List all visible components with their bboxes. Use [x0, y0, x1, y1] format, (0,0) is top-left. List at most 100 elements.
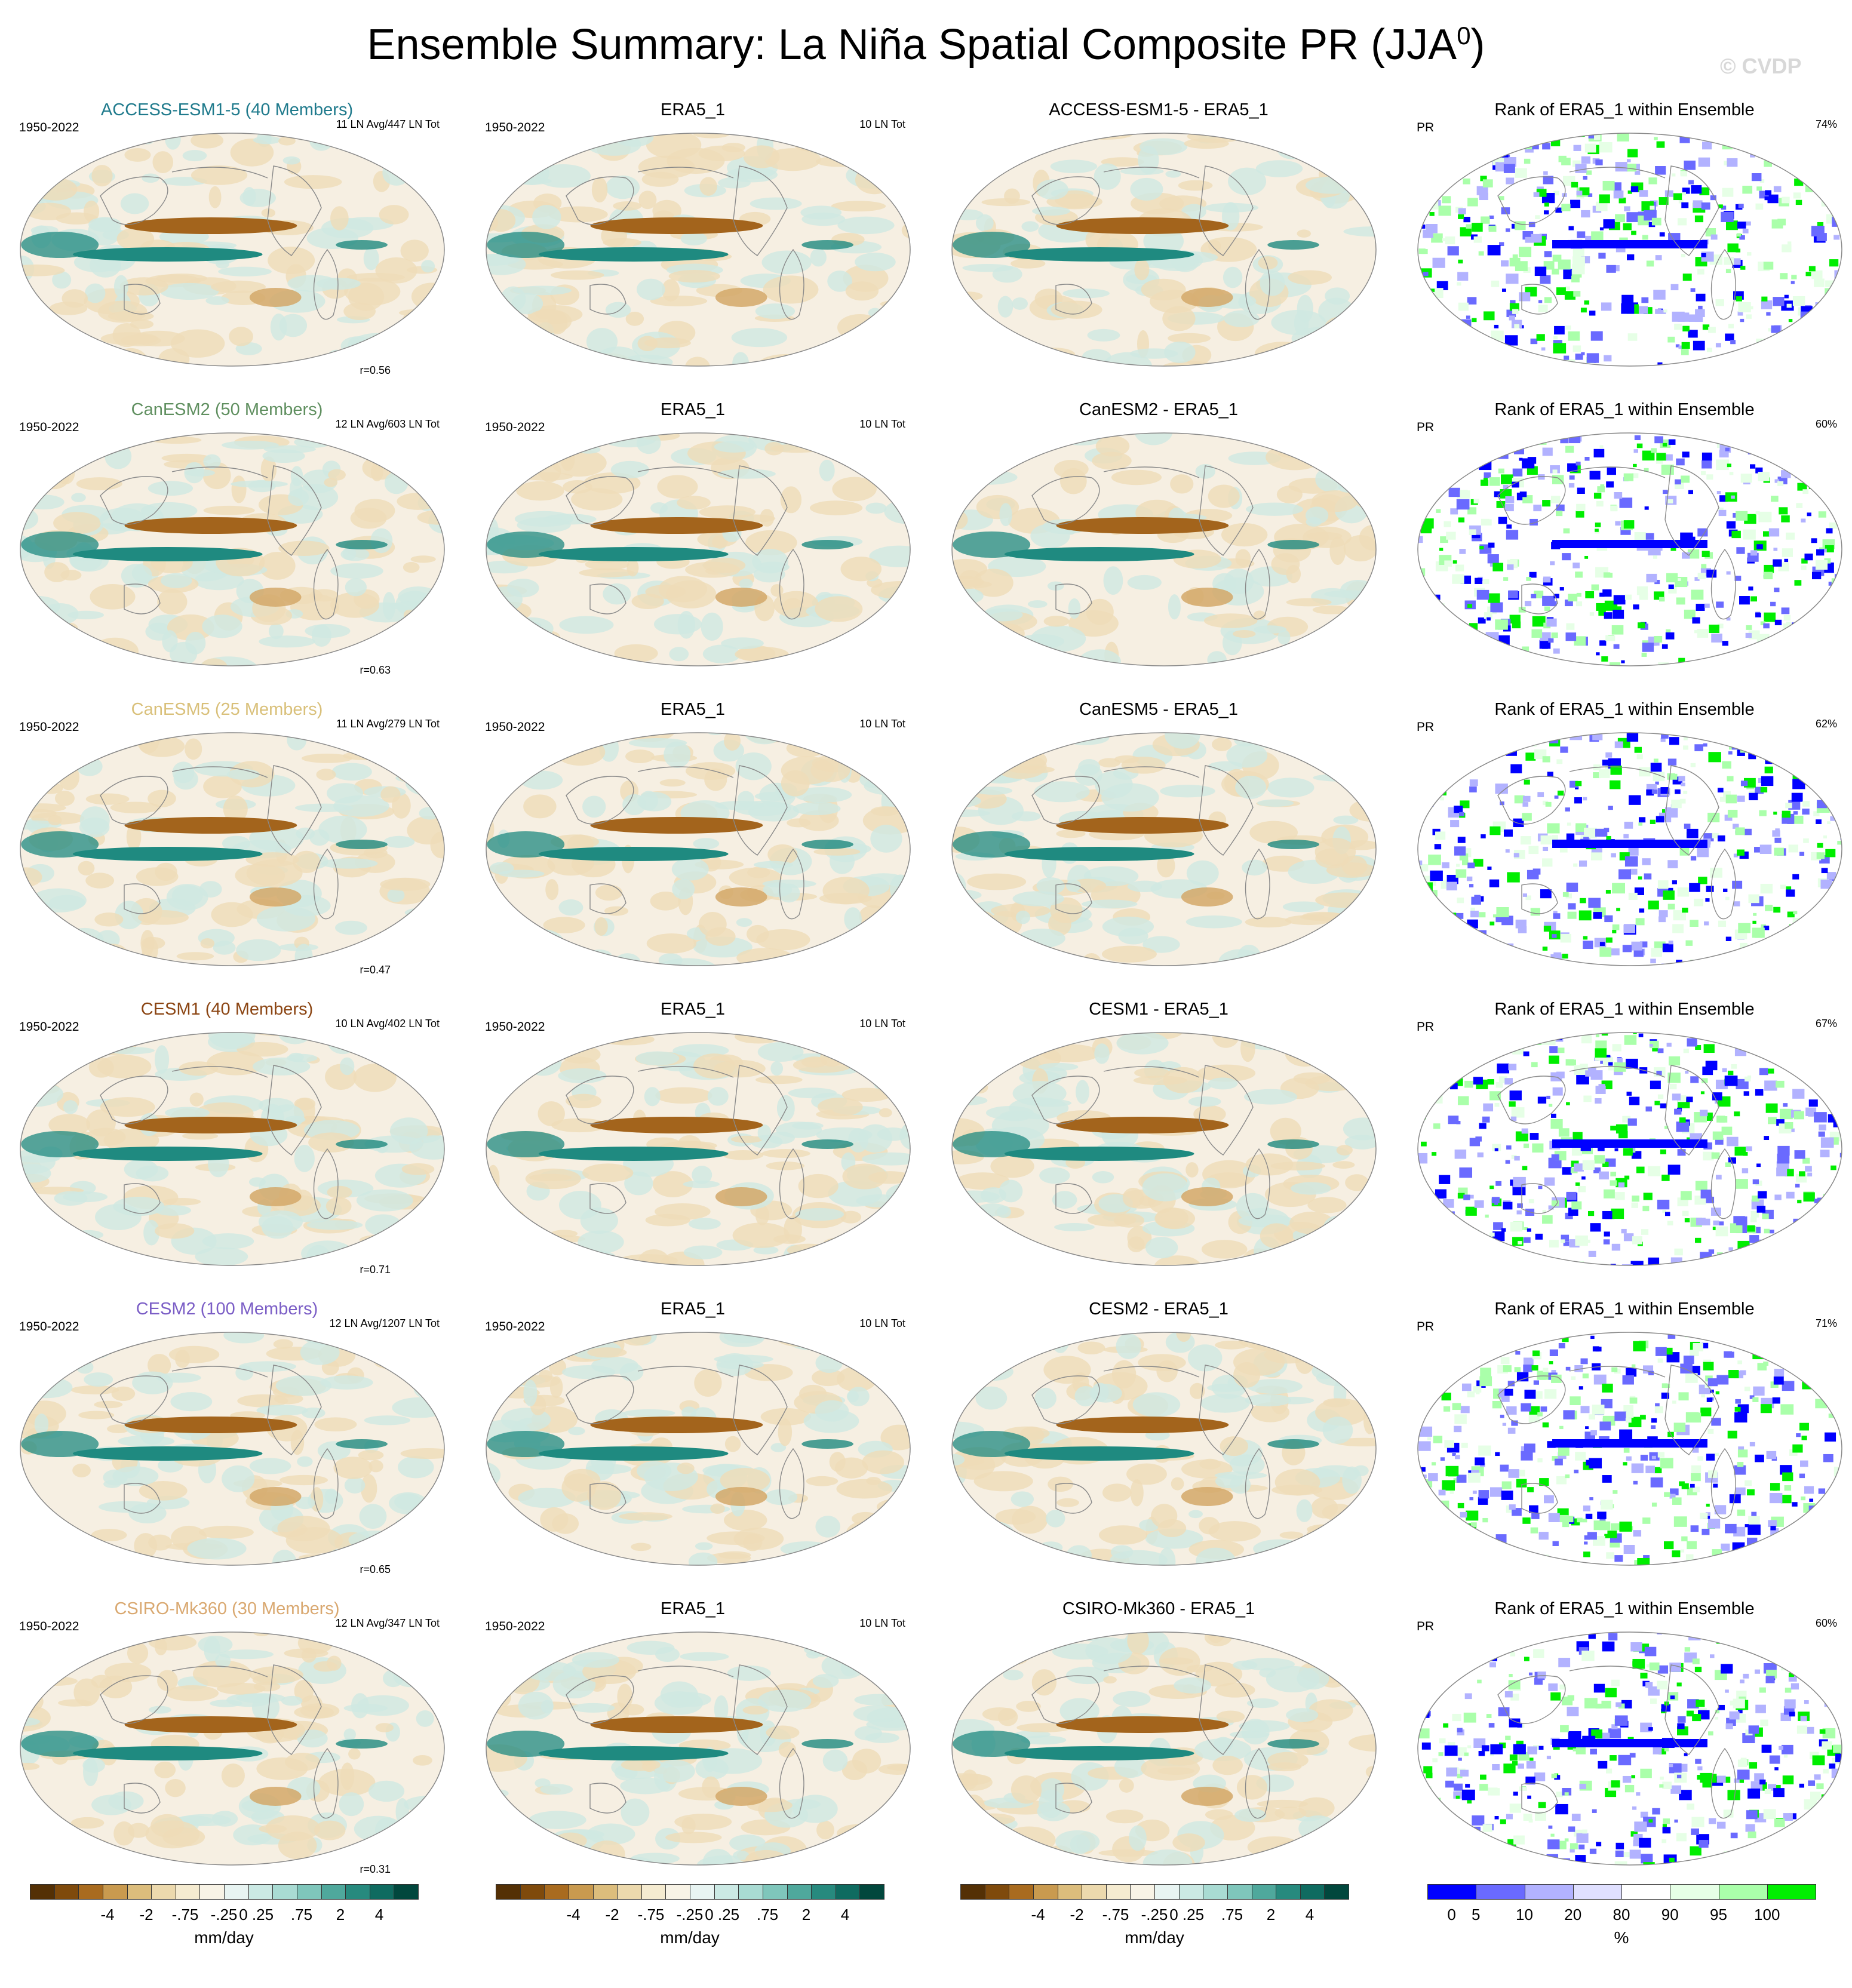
panel-right-label: 11 LN Avg/279 LN Tot	[336, 718, 440, 730]
map-container	[17, 1629, 448, 1868]
panel-diff: CanESM5 - ERA5_1	[938, 700, 1380, 998]
colorbar-tick-label: .75	[1221, 1906, 1243, 1924]
map-container	[948, 1629, 1380, 1868]
panel-model: CanESM5 (25 Members) 1950-2022 11 LN Avg/2…	[6, 700, 448, 998]
panel-title: CanESM2 (50 Members)	[131, 400, 323, 419]
colorbar-tick-label: .25	[1182, 1906, 1205, 1924]
map-container	[1414, 730, 1845, 969]
colorbar-diff: -4 -2 -.75 -.25 0.25 .75 2 4 mm/day	[960, 1884, 1378, 1956]
colorbar-swatch	[1324, 1884, 1349, 1900]
panel-left-label: 1950-2022	[19, 1620, 79, 1633]
colorbar-swatch	[296, 1884, 322, 1900]
map-container	[483, 1030, 914, 1268]
map-obs	[486, 1032, 911, 1266]
colorbar-tick-label: -4	[100, 1906, 115, 1924]
pattern-correlation: r=0.65	[360, 1563, 391, 1575]
map-rank	[1417, 432, 1842, 666]
colorbar-swatch	[1009, 1884, 1034, 1900]
panel-right-label: 12 LN Avg/603 LN Tot	[335, 418, 440, 430]
colorbar-tick-label: .75	[290, 1906, 313, 1924]
colorbar-tick-label: 0	[1169, 1906, 1178, 1924]
panel-rank: Rank of ERA5_1 within Ensemble PR 60%	[1403, 400, 1845, 699]
colorbar-swatch	[1718, 1884, 1768, 1900]
panel-diff: ACCESS-ESM1-5 - ERA5_1	[938, 100, 1380, 399]
colorbar-tick-label: .25	[251, 1906, 274, 1924]
colorbar-tick-label: -.25	[210, 1906, 238, 1924]
colorbar-swatch	[859, 1884, 884, 1900]
panel-right-label: 60%	[1815, 1617, 1837, 1629]
colorbar-swatch	[544, 1884, 569, 1900]
colorbar-tick-label: -2	[1070, 1906, 1084, 1924]
panel-title: Rank of ERA5_1 within Ensemble	[1494, 1000, 1755, 1019]
colorbar-swatch	[738, 1884, 763, 1900]
colorbar-swatch	[1082, 1884, 1107, 1900]
colorbar-tick-label: .75	[756, 1906, 779, 1924]
panel-title: ERA5_1	[660, 1000, 725, 1019]
panel-left-label: 1950-2022	[19, 121, 79, 134]
map-container	[1414, 1030, 1845, 1268]
colorbar-swatch	[321, 1884, 346, 1900]
map-container	[17, 430, 448, 669]
colorbar-tick-label: -2	[605, 1906, 619, 1924]
map-model	[20, 432, 445, 666]
map-diff	[951, 432, 1377, 666]
map-diff	[951, 1032, 1377, 1266]
panel-rank: Rank of ERA5_1 within Ensemble PR 62%	[1403, 700, 1845, 998]
colorbar-swatch	[592, 1884, 618, 1900]
panel-title: CSIRO-Mk360 (30 Members)	[114, 1599, 340, 1618]
colorbar-tick-label: 4	[1305, 1906, 1314, 1924]
map-diff	[951, 732, 1377, 966]
panel-right-label: 10 LN Tot	[859, 1018, 905, 1030]
colorbar-swatch	[1057, 1884, 1083, 1900]
map-container	[17, 1030, 448, 1268]
map-container	[948, 1329, 1380, 1568]
map-model	[20, 1032, 445, 1266]
colorbar-swatch	[1276, 1884, 1301, 1900]
map-rank	[1417, 133, 1842, 367]
panel-obs: ERA5_1 1950-2022 10 LN Tot	[472, 700, 914, 998]
panel-left-label: 1950-2022	[485, 1320, 545, 1333]
panel-title: CSIRO-Mk360 - ERA5_1	[1062, 1599, 1255, 1618]
map-container	[948, 130, 1380, 369]
panel-model: CSIRO-Mk360 (30 Members) 1950-2022 12 LN A…	[6, 1599, 448, 1898]
colorbar-swatch	[1476, 1884, 1525, 1900]
colorbar-tick-label: -4	[1031, 1906, 1045, 1924]
map-container	[1414, 130, 1845, 369]
colorbar-swatch	[984, 1884, 1010, 1900]
colorbar-swatch	[151, 1884, 176, 1900]
map-diff	[951, 1631, 1377, 1866]
panel-right-label: 12 LN Avg/347 LN Tot	[335, 1617, 440, 1629]
panel-title: Rank of ERA5_1 within Ensemble	[1494, 100, 1755, 119]
cvdp-watermark: © CVDP	[1720, 54, 1802, 78]
colorbar-tick-label: .25	[717, 1906, 740, 1924]
panel-right-label: 12 LN Avg/1207 LN Tot	[329, 1317, 440, 1329]
map-obs	[486, 1631, 911, 1866]
panel-title: Rank of ERA5_1 within Ensemble	[1494, 700, 1755, 719]
colorbar-tick-label: 4	[374, 1906, 384, 1924]
colorbar-swatch	[1621, 1884, 1671, 1900]
colorbar-swatch	[78, 1884, 103, 1900]
panel-left-label: PR	[1417, 1620, 1435, 1633]
panel-right-label: 74%	[1815, 118, 1837, 130]
panel-model: CESM2 (100 Members) 1950-2022 12 LN Avg/12…	[6, 1299, 448, 1598]
panel-left-label: 1950-2022	[485, 420, 545, 434]
colorbar-swatch	[1251, 1884, 1277, 1900]
panel-right-label: 11 LN Avg/447 LN Tot	[336, 118, 440, 130]
panel-title: Rank of ERA5_1 within Ensemble	[1494, 1599, 1755, 1618]
colorbar-swatch	[248, 1884, 274, 1900]
panel-right-label: 62%	[1815, 718, 1837, 730]
colorbar-swatch	[54, 1884, 79, 1900]
map-obs	[486, 133, 911, 367]
panel-rank: Rank of ERA5_1 within Ensemble PR 60%	[1403, 1599, 1845, 1898]
panel-left-label: PR	[1417, 121, 1435, 134]
map-container	[17, 730, 448, 969]
panel-right-label: 10 LN Tot	[859, 418, 905, 430]
panel-model: CanESM2 (50 Members) 1950-2022 12 LN Avg/6…	[6, 400, 448, 699]
colorbar-rank: 0 5 10 20 80 90 95 100%	[1427, 1884, 1845, 1956]
panel-diff: CanESM2 - ERA5_1	[938, 400, 1380, 699]
colorbar-swatch	[1427, 1884, 1477, 1900]
colorbar-swatch	[272, 1884, 297, 1900]
colorbar-swatch	[1227, 1884, 1252, 1900]
colorbar-swatch	[568, 1884, 594, 1900]
colorbar-swatch	[762, 1884, 788, 1900]
